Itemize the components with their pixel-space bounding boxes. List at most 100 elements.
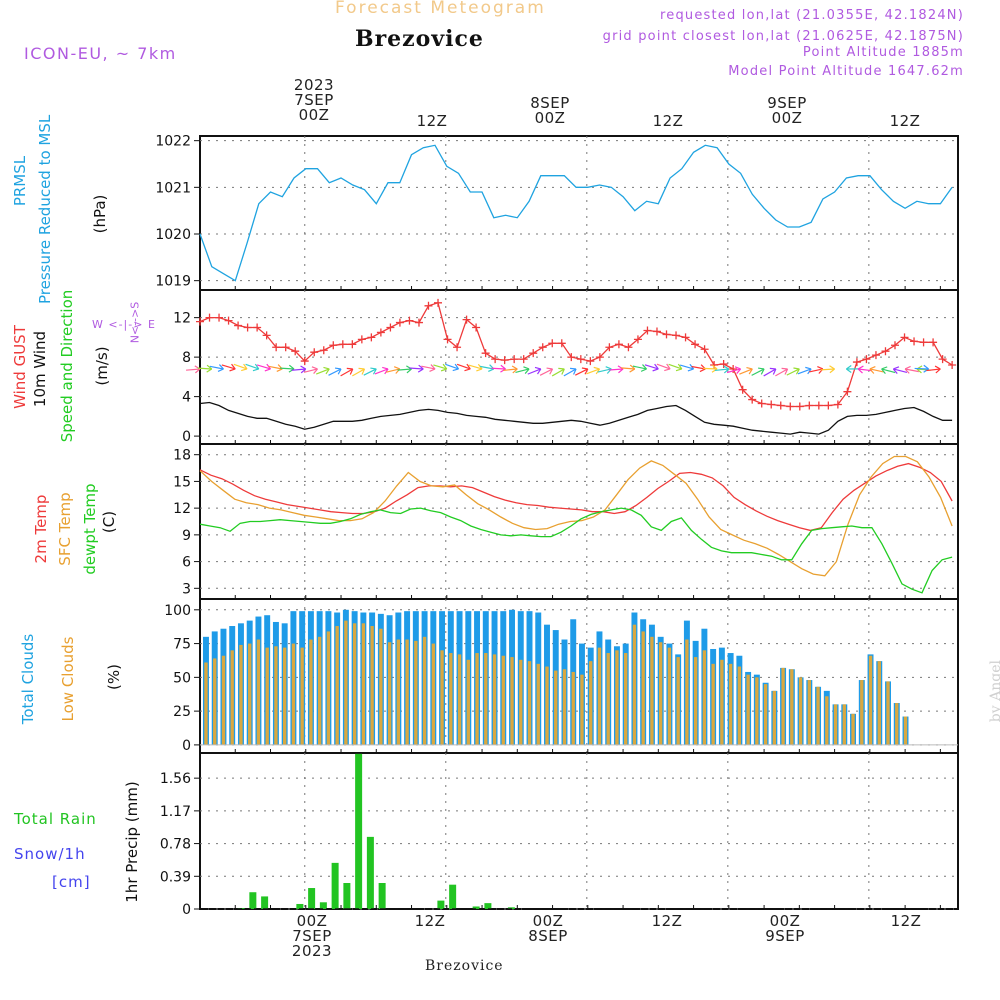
cloud-low-bar (650, 636, 654, 745)
cloud-low-bar (554, 670, 558, 745)
wind-arrow-head (793, 367, 800, 375)
wind-arrow (703, 367, 718, 370)
y-tick-label: 75 (173, 637, 191, 653)
wind-arrow (280, 367, 295, 370)
bottom-tick-label: 00Z 7SEP 2023 (291, 912, 333, 960)
wind-arrow-head (923, 364, 929, 373)
cloud-low-bar (676, 657, 680, 745)
gust-point (795, 402, 804, 411)
wind-arrow-head (429, 364, 436, 373)
bottom-tick-label: 00Z 9SEP (765, 912, 805, 945)
cloud-low-bar (466, 659, 470, 745)
gust-point (871, 351, 880, 360)
gust-point (910, 337, 919, 346)
cloud-low-bar (816, 686, 820, 745)
cloud-low-bar (431, 643, 435, 745)
wind-arrow (563, 368, 577, 377)
y-tick-label: 12 (173, 501, 191, 517)
gust-point (538, 343, 547, 352)
wind-arrow-head (570, 367, 577, 375)
gust-point (234, 321, 243, 330)
wind-arrow (632, 365, 647, 370)
y-tick-label: 50 (173, 670, 191, 686)
wind-arrow-head (640, 364, 648, 372)
y-tick-label: 100 (164, 603, 191, 619)
wind-arrow (893, 368, 908, 374)
top-tick-label: 12Z (889, 112, 921, 130)
gust-point (862, 355, 871, 364)
y-tick-label: 6 (182, 555, 191, 571)
gust-point (833, 400, 842, 409)
wind-arrow-head (664, 363, 671, 372)
wind-arrow (926, 368, 941, 372)
wind-arrow (551, 368, 565, 377)
wind-arrow (609, 368, 624, 371)
location-name: Brezovice (355, 26, 484, 52)
gust-point (414, 318, 423, 327)
gust-point (405, 316, 414, 325)
gust-point (338, 340, 347, 349)
wind-arrow (503, 368, 518, 371)
wind-arrow (328, 368, 342, 376)
y-tick-label: 12 (173, 311, 191, 327)
gust-point (881, 347, 890, 356)
wind-arrow (714, 368, 729, 372)
wind-arrow-head (229, 363, 236, 372)
series-line-wind-gust (199, 301, 953, 408)
cloud-low-bar (335, 626, 339, 745)
wind-arrow (797, 368, 812, 375)
cloud-low-bar (283, 647, 287, 745)
wind-arrow (256, 364, 271, 370)
gust-point (805, 401, 814, 410)
wind-arrow (374, 368, 389, 375)
wind-arrow (456, 363, 471, 370)
cloud-low-bar (256, 639, 261, 745)
gust-point (824, 401, 833, 410)
gust-point (272, 343, 281, 352)
cloud-low-bar (842, 704, 846, 745)
y-tick-label: 18 (173, 448, 191, 464)
top-tick-label: 12Z (652, 112, 684, 130)
gust-point (548, 339, 557, 348)
wind-arrow (905, 368, 919, 373)
cloud-low-bar (239, 644, 243, 745)
gust-point (262, 331, 271, 340)
cloud-low-bar (361, 623, 366, 745)
series-line-sfc-temp (199, 455, 953, 577)
wind-arrow-head (511, 365, 518, 374)
cloud-low-bar (580, 674, 584, 745)
cloud-low-bar (221, 655, 226, 745)
wind-arrow (668, 363, 683, 370)
cloud-low-bar (414, 640, 418, 745)
cloud-low-bar (536, 663, 540, 745)
cloud-low-bar (589, 661, 593, 745)
gust-point (348, 340, 357, 349)
wind-arrow (316, 368, 330, 375)
wind-arrow-head (652, 363, 659, 372)
y-tick-label: 1.17 (160, 804, 191, 820)
rain-bar (366, 836, 374, 909)
cloud-low-bar (763, 684, 768, 745)
series-line-dewpt-temp (199, 507, 953, 594)
wind-arrow (197, 367, 212, 370)
cloud-low-bar (545, 666, 549, 745)
cloud-low-bar (833, 704, 838, 745)
wind-arrow (539, 368, 553, 376)
wind-arrow-head (746, 366, 753, 375)
cloud-low-bar (213, 658, 217, 745)
cloud-low-bar (510, 657, 514, 745)
gust-point (938, 355, 947, 364)
gust-point (319, 346, 328, 355)
gust-point (300, 357, 309, 366)
gust-point (357, 335, 366, 344)
wind-arrow (397, 368, 412, 371)
y-tick-label: 0 (182, 738, 191, 754)
rain-bar (355, 753, 363, 909)
wind-arrow-head (382, 366, 389, 375)
cloud-low-bar (737, 666, 742, 745)
gust-point (576, 355, 585, 364)
requested-coordinates: requested lon,lat (21.0355E, 42.1824N) (659, 8, 964, 23)
gust-point (243, 323, 252, 332)
top-tick-label: 8SEP 00Z (530, 94, 570, 127)
wind-arrow-head (769, 367, 777, 375)
